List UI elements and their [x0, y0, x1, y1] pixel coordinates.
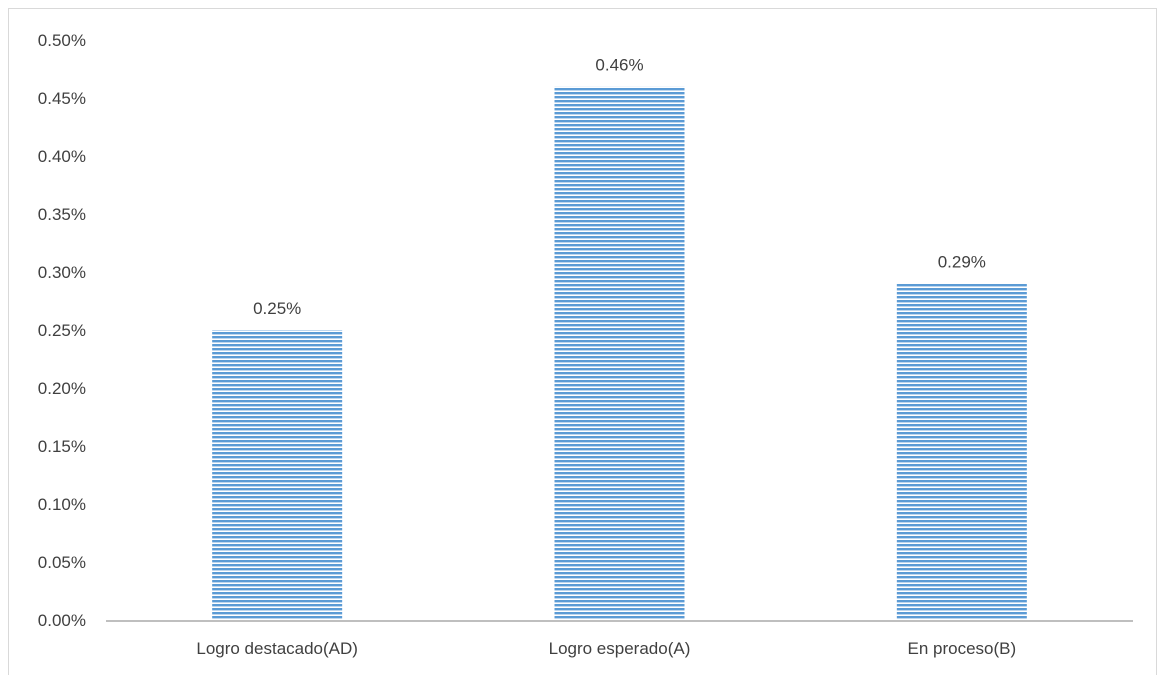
bar [896, 283, 1027, 620]
data-labels: 0.25% 0.46% 0.29% [253, 55, 986, 318]
y-tick-label: 0.10% [38, 495, 86, 514]
y-tick-label: 0.35% [38, 205, 86, 224]
y-tick-label: 0.25% [38, 321, 86, 340]
x-tick-label: Logro esperado(A) [549, 639, 691, 658]
y-tick-label: 0.30% [38, 263, 86, 282]
data-label: 0.25% [253, 299, 301, 318]
y-tick-label: 0.50% [38, 31, 86, 50]
y-tick-label: 0.05% [38, 553, 86, 572]
data-label: 0.29% [938, 253, 986, 272]
x-tick-label: Logro destacado(AD) [196, 639, 358, 658]
x-tick-label: En proceso(B) [907, 639, 1016, 658]
bar [554, 86, 685, 620]
bars [212, 86, 1027, 620]
chart-frame [8, 8, 1157, 675]
y-axis-tick-labels: 0.00% 0.05% 0.10% 0.15% 0.20% 0.25% 0.30% 0.35%… [38, 31, 86, 630]
y-tick-label: 0.45% [38, 89, 86, 108]
y-tick-label: 0.15% [38, 437, 86, 456]
x-axis-tick-labels: Logro destacado(AD) Logro esperado(A) En p… [196, 639, 1016, 658]
y-tick-label: 0.00% [38, 611, 86, 630]
data-label: 0.46% [595, 55, 643, 74]
y-tick-label: 0.20% [38, 379, 86, 398]
bar [212, 330, 343, 620]
y-tick-label: 0.40% [38, 147, 86, 166]
